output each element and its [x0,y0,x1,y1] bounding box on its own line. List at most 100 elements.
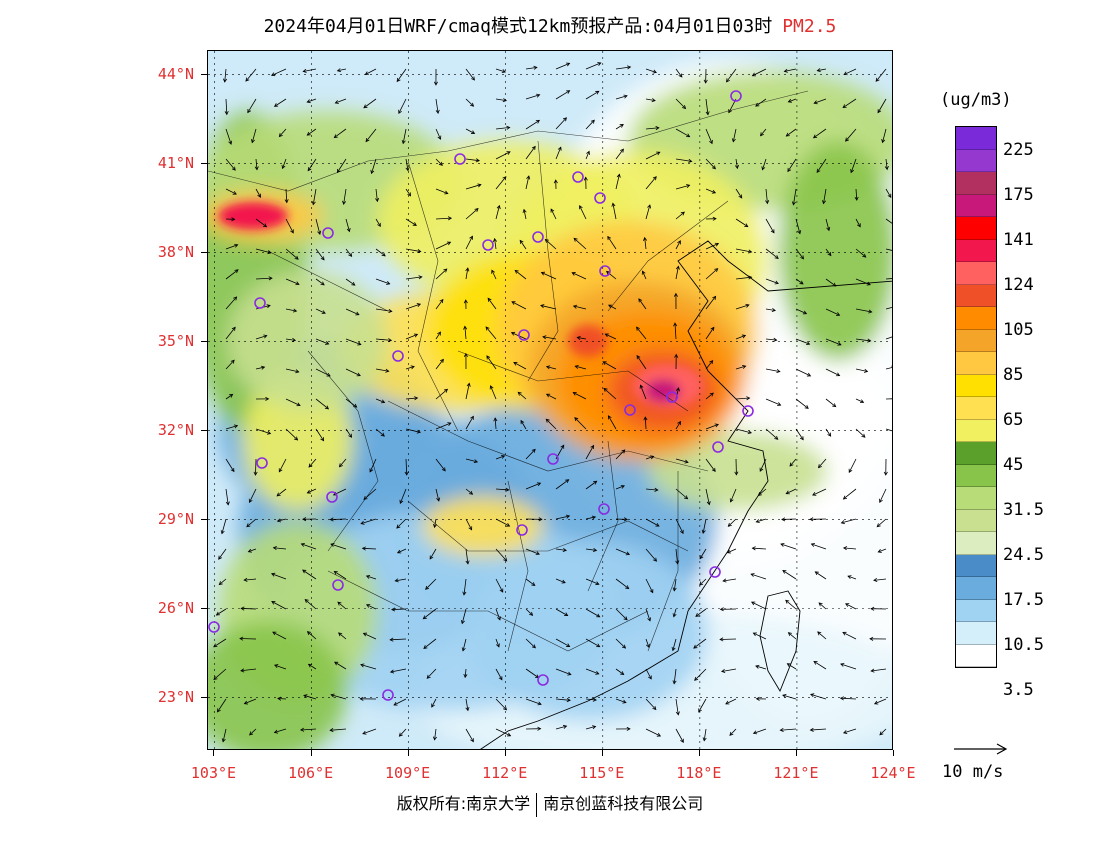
wind-arrow-head [725,700,730,705]
wind-arrow [615,66,631,70]
wind-arrow-head [306,489,311,494]
wind-arrow [555,668,571,675]
wind-arrow-head [416,303,422,308]
wind-arrow [375,428,385,437]
wind-arrow [795,248,804,260]
wind-arrow [405,397,418,400]
wind-arrow-head [842,730,848,734]
wind-arrow-head [711,189,717,194]
wind-arrow-head [262,223,268,228]
wind-arrow-head [468,526,473,531]
wind-arrow [303,694,317,700]
wind-arrow-head [606,270,611,275]
wind-arrow [546,393,557,400]
wind-arrow [218,548,227,560]
wind-arrow-head [738,194,743,199]
lon-tick [407,750,409,756]
wind-arrow [495,578,504,593]
lon-label: 106°E [287,764,334,782]
wind-arrow [225,296,237,310]
wind-arrow-head [596,643,601,648]
wind-arrow-head [843,71,848,76]
wind-arrow [405,303,421,310]
wind-arrow [735,248,752,253]
wind-arrow [636,355,647,370]
colorbar-label: 175 [1003,184,1034,205]
wind-arrow [645,68,657,73]
city-marker [709,566,721,578]
wind-arrow [585,90,599,100]
wind-arrow-head [306,99,311,104]
wind-arrow [405,158,409,171]
wind-arrow [875,68,887,82]
wind-arrow-head [425,585,430,590]
lon-label: 103°E [190,764,237,782]
wind-arrow [765,398,781,406]
wind-arrow-head [623,94,628,99]
wind-arrow-head [326,372,331,377]
wind-arrow [519,240,527,250]
concentration-hotspots [218,202,703,408]
lat-tick [201,696,207,698]
wind-arrow-head [675,711,680,716]
wind-arrow-head [721,669,726,674]
wind-arrow [465,184,481,190]
wind-arrow [271,573,287,580]
wind-arrow-head [785,490,790,495]
wind-arrow-head [761,166,766,171]
wind-arrow [255,158,258,170]
wind-arrow-head [786,663,791,667]
wind-arrow [723,578,737,582]
wind-arrow-head [566,90,571,94]
wind-arrow [307,128,317,136]
wind-arrow-head [502,706,508,711]
wind-arrow [272,631,287,640]
wind-arrow [511,301,527,310]
wind-arrow [277,518,287,522]
wind-arrow [765,308,776,311]
wind-arrow-head [220,530,225,535]
wind-arrow-head [333,134,338,139]
wind-arrow-head [487,297,492,302]
wind-arrow-head [608,304,613,309]
wind-arrow-head [375,197,380,203]
wind-arrow [434,728,437,740]
wind-arrow-head [626,726,631,731]
wind-arrow [435,158,443,166]
wind-arrow-head [648,675,652,680]
wind-arrow-head [218,555,223,560]
city-marker [624,404,636,416]
wind-arrow-head [755,519,760,524]
wind-arrow [276,488,287,497]
wind-arrow-head [711,165,716,170]
colorbar-label: 45 [1003,454,1024,475]
wind-arrow [495,548,507,562]
wind-arrow [730,488,737,503]
wind-arrow-head [465,707,470,712]
wind-arrow [435,458,446,472]
wind-arrow-head [651,98,656,103]
wind-arrow [345,218,350,232]
wind-arrow [312,188,317,205]
wind-arrow-head [857,223,861,228]
wind-arrow [435,422,451,430]
wind-arrow [315,338,329,345]
wind-arrow-head [729,731,734,736]
wind-arrow [793,188,797,205]
map-panel[interactable] [207,50,893,750]
city-marker [254,297,266,309]
wind-arrow [752,547,767,550]
copyright-left: 版权所有:南京大学 [396,794,531,813]
wind-arrow-head [506,125,511,130]
wind-arrow-head [531,644,536,649]
wind-arrow [330,518,347,520]
wind-arrow [274,664,287,670]
wind-arrow [369,458,377,473]
wind-arrow [645,127,659,130]
wind-arrow-head [513,362,518,366]
wind-reference-arrow [954,743,1008,755]
colorbar-swatch [956,239,996,262]
city-marker [730,90,742,102]
wind-arrow-head [473,459,479,464]
wind-arrow [813,661,827,670]
